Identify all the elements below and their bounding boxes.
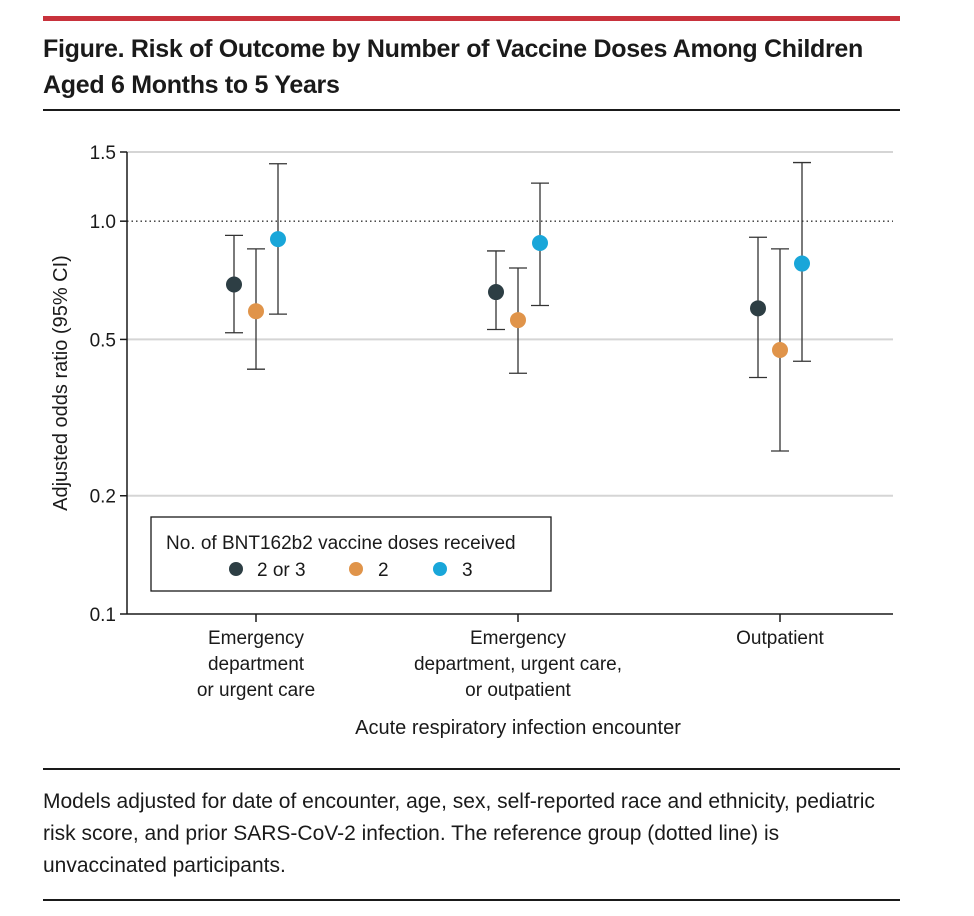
x-category-label: department — [208, 654, 305, 675]
x-category-label: Emergency — [208, 628, 305, 649]
legend-label: 2 — [378, 560, 389, 581]
legend-marker — [433, 562, 447, 576]
gridlines — [127, 151, 893, 497]
legend-box — [150, 516, 552, 592]
data-point — [488, 284, 504, 301]
legend-label: 3 — [462, 560, 473, 581]
legend-marker — [349, 562, 363, 576]
data-point — [772, 341, 788, 358]
y-axis-title: Adjusted odds ratio (95% CI) — [50, 255, 72, 511]
legend: No. of BNT162b2 vaccine doses received 2 … — [150, 516, 552, 592]
data-point — [750, 300, 766, 317]
title-divider — [43, 109, 900, 111]
caption-divider-bottom — [43, 899, 900, 901]
x-category-label: Emergency — [470, 628, 567, 649]
x-category-label: Outpatient — [736, 628, 824, 649]
y-tick-label: 0.2 — [90, 487, 116, 508]
legend-label: 2 or 3 — [257, 560, 306, 581]
accent-bar — [43, 16, 900, 21]
caption-divider-top — [43, 768, 900, 770]
data-point — [532, 234, 548, 251]
figure-title-line-1: Figure. Risk of Outcome by Number of Vac… — [43, 35, 864, 63]
data-point — [226, 276, 242, 293]
data-point — [270, 231, 286, 248]
x-category-label: or outpatient — [465, 680, 571, 701]
y-tick-label: 1.0 — [90, 212, 116, 233]
y-tick-label: 0.5 — [90, 330, 116, 351]
x-category-label: department, urgent care, — [414, 654, 622, 675]
data-marks — [225, 161, 811, 452]
axes: 0.1 0.2 0.5 1.0 1.5 Adjusted odds ratio (95% … — [50, 143, 893, 739]
figure-caption: Models adjusted for date of encounter, a… — [43, 790, 875, 877]
x-axis-title: Acute respiratory infection encounter — [355, 717, 681, 739]
x-category-label: or urgent care — [197, 680, 315, 701]
data-point — [248, 303, 264, 320]
legend-title: No. of BNT162b2 vaccine doses received — [166, 533, 516, 554]
chart: 0.1 0.2 0.5 1.0 1.5 Adjusted odds ratio (95% … — [50, 143, 893, 739]
data-point — [510, 312, 526, 329]
y-tick-label: 0.1 — [90, 605, 116, 626]
figure-title-line-2: Aged 6 Months to 5 Years — [43, 71, 340, 99]
figure-title: Figure. Risk of Outcome by Number of Vac… — [43, 31, 903, 103]
y-tick-label: 1.5 — [90, 143, 116, 164]
legend-marker — [229, 562, 243, 576]
data-point — [794, 255, 810, 272]
